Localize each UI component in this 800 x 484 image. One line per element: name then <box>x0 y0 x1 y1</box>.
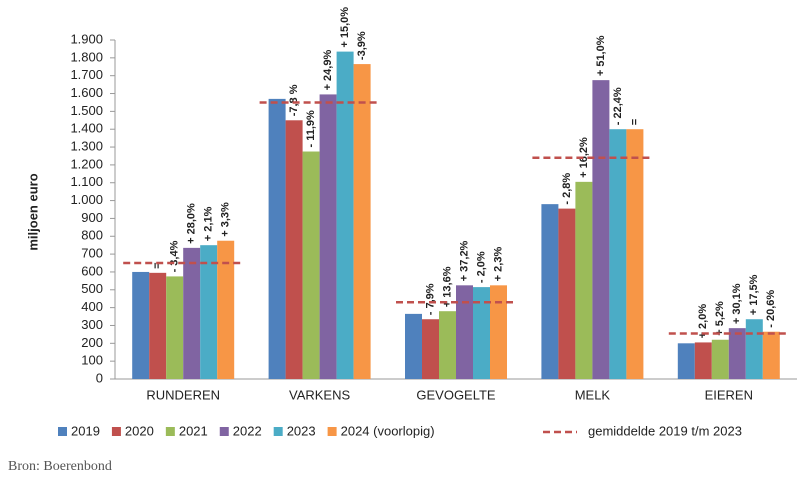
change-label: = <box>152 262 164 268</box>
y-tick-label: 0 <box>96 370 103 385</box>
change-label: + 15,0% <box>339 7 351 48</box>
y-tick-label: 800 <box>81 228 103 243</box>
x-tick-label: GEVOGELTE <box>416 387 496 402</box>
y-tick-label: 1.800 <box>70 49 103 64</box>
bar <box>439 311 456 379</box>
bar <box>166 276 184 379</box>
x-tick-label: MELK <box>575 387 611 402</box>
legend-label: 2019 <box>71 423 100 438</box>
change-label: + 3,3% <box>220 202 232 237</box>
y-tick-label: 1.900 <box>70 31 103 46</box>
bar <box>456 285 473 379</box>
change-label: + 24,9% <box>322 50 334 91</box>
change-label: + 13,6% <box>441 266 453 307</box>
y-tick-label: 500 <box>81 281 103 296</box>
change-label: + 51,0% <box>595 35 607 76</box>
y-tick-label: 400 <box>81 299 103 314</box>
change-label: - 2,0% <box>475 251 487 283</box>
bar <box>575 181 593 379</box>
bar <box>285 120 303 379</box>
bar <box>762 331 780 379</box>
bar <box>541 204 559 379</box>
change-label: - 11,9% <box>305 110 317 148</box>
bar <box>490 285 507 379</box>
legend-label: 2021 <box>179 423 208 438</box>
bar <box>268 98 286 380</box>
bar <box>217 240 235 379</box>
x-tick-label: RUNDEREN <box>146 387 220 402</box>
y-axis-label: miljoen euro <box>25 173 40 250</box>
bar <box>183 247 201 379</box>
legend-swatch <box>273 427 283 436</box>
legend-label: 2022 <box>233 423 262 438</box>
change-label: - 2,8% <box>561 173 573 205</box>
source: Bron: Boerenbond <box>8 459 112 474</box>
y-tick-label: 1.600 <box>70 85 103 100</box>
bar <box>353 64 371 379</box>
change-label: + 2,3% <box>492 247 504 282</box>
bar <box>626 129 644 379</box>
change-label: + 37,2% <box>458 240 470 281</box>
change-label: -7,8 % <box>288 84 300 116</box>
y-tick-label: 1.400 <box>70 121 103 136</box>
bar <box>711 339 729 379</box>
bar <box>677 343 695 379</box>
legend-label: 2020 <box>125 423 154 438</box>
bar <box>405 313 422 379</box>
bar <box>473 287 490 379</box>
legend-swatch <box>165 427 175 436</box>
bar <box>728 328 746 379</box>
change-label: = <box>629 119 641 125</box>
y-tick-label: 1.200 <box>70 156 103 171</box>
legend-swatch <box>111 427 121 436</box>
change-label: + 30,1% <box>731 283 743 324</box>
change-label: - 7,9% <box>424 283 436 315</box>
change-label: -3,9% <box>356 31 368 60</box>
bar <box>336 51 354 379</box>
bar <box>302 151 320 379</box>
x-tick-label: VARKENS <box>289 387 350 402</box>
y-tick-label: 1.100 <box>70 174 103 189</box>
change-label: + 2,1% <box>203 206 215 241</box>
y-tick-label: 200 <box>81 335 103 350</box>
y-tick-label: 700 <box>81 246 103 261</box>
x-tick-label: EIEREN <box>705 387 753 402</box>
bar <box>319 94 337 379</box>
legend-label: 2023 <box>287 423 316 438</box>
change-label: + 2,0% <box>697 304 709 339</box>
bar <box>592 80 610 379</box>
y-tick-label: 100 <box>81 353 103 368</box>
change-label: + 5,2% <box>714 301 726 336</box>
bar <box>200 245 218 379</box>
change-label: + 16,2% <box>578 137 590 178</box>
change-label: - 20,6% <box>765 290 777 328</box>
bar <box>694 342 712 379</box>
y-tick-label: 900 <box>81 210 103 225</box>
change-label: + 28,0% <box>186 203 198 244</box>
legend-swatch <box>219 427 229 436</box>
bar <box>422 319 439 379</box>
legend-label: 2024 (voorlopig) <box>341 423 435 438</box>
bar <box>149 272 167 379</box>
legend-swatch <box>327 427 337 436</box>
change-label: - 22,4% <box>612 87 624 125</box>
change-label: + 17,5% <box>748 274 760 315</box>
change-label: - 3,4% <box>169 240 181 272</box>
y-tick-label: 1.700 <box>70 67 103 82</box>
y-tick-label: 1.500 <box>70 103 103 118</box>
y-tick-label: 1.000 <box>70 192 103 207</box>
bar <box>132 271 150 379</box>
legend-swatch <box>58 427 67 436</box>
y-tick-label: 1.300 <box>70 138 103 153</box>
bar <box>609 129 627 379</box>
legend-label: gemiddelde 2019 t/m 2023 <box>588 423 742 438</box>
y-tick-label: 300 <box>81 317 103 332</box>
bar <box>745 319 763 379</box>
y-tick-label: 600 <box>81 263 103 278</box>
bar <box>558 208 576 379</box>
